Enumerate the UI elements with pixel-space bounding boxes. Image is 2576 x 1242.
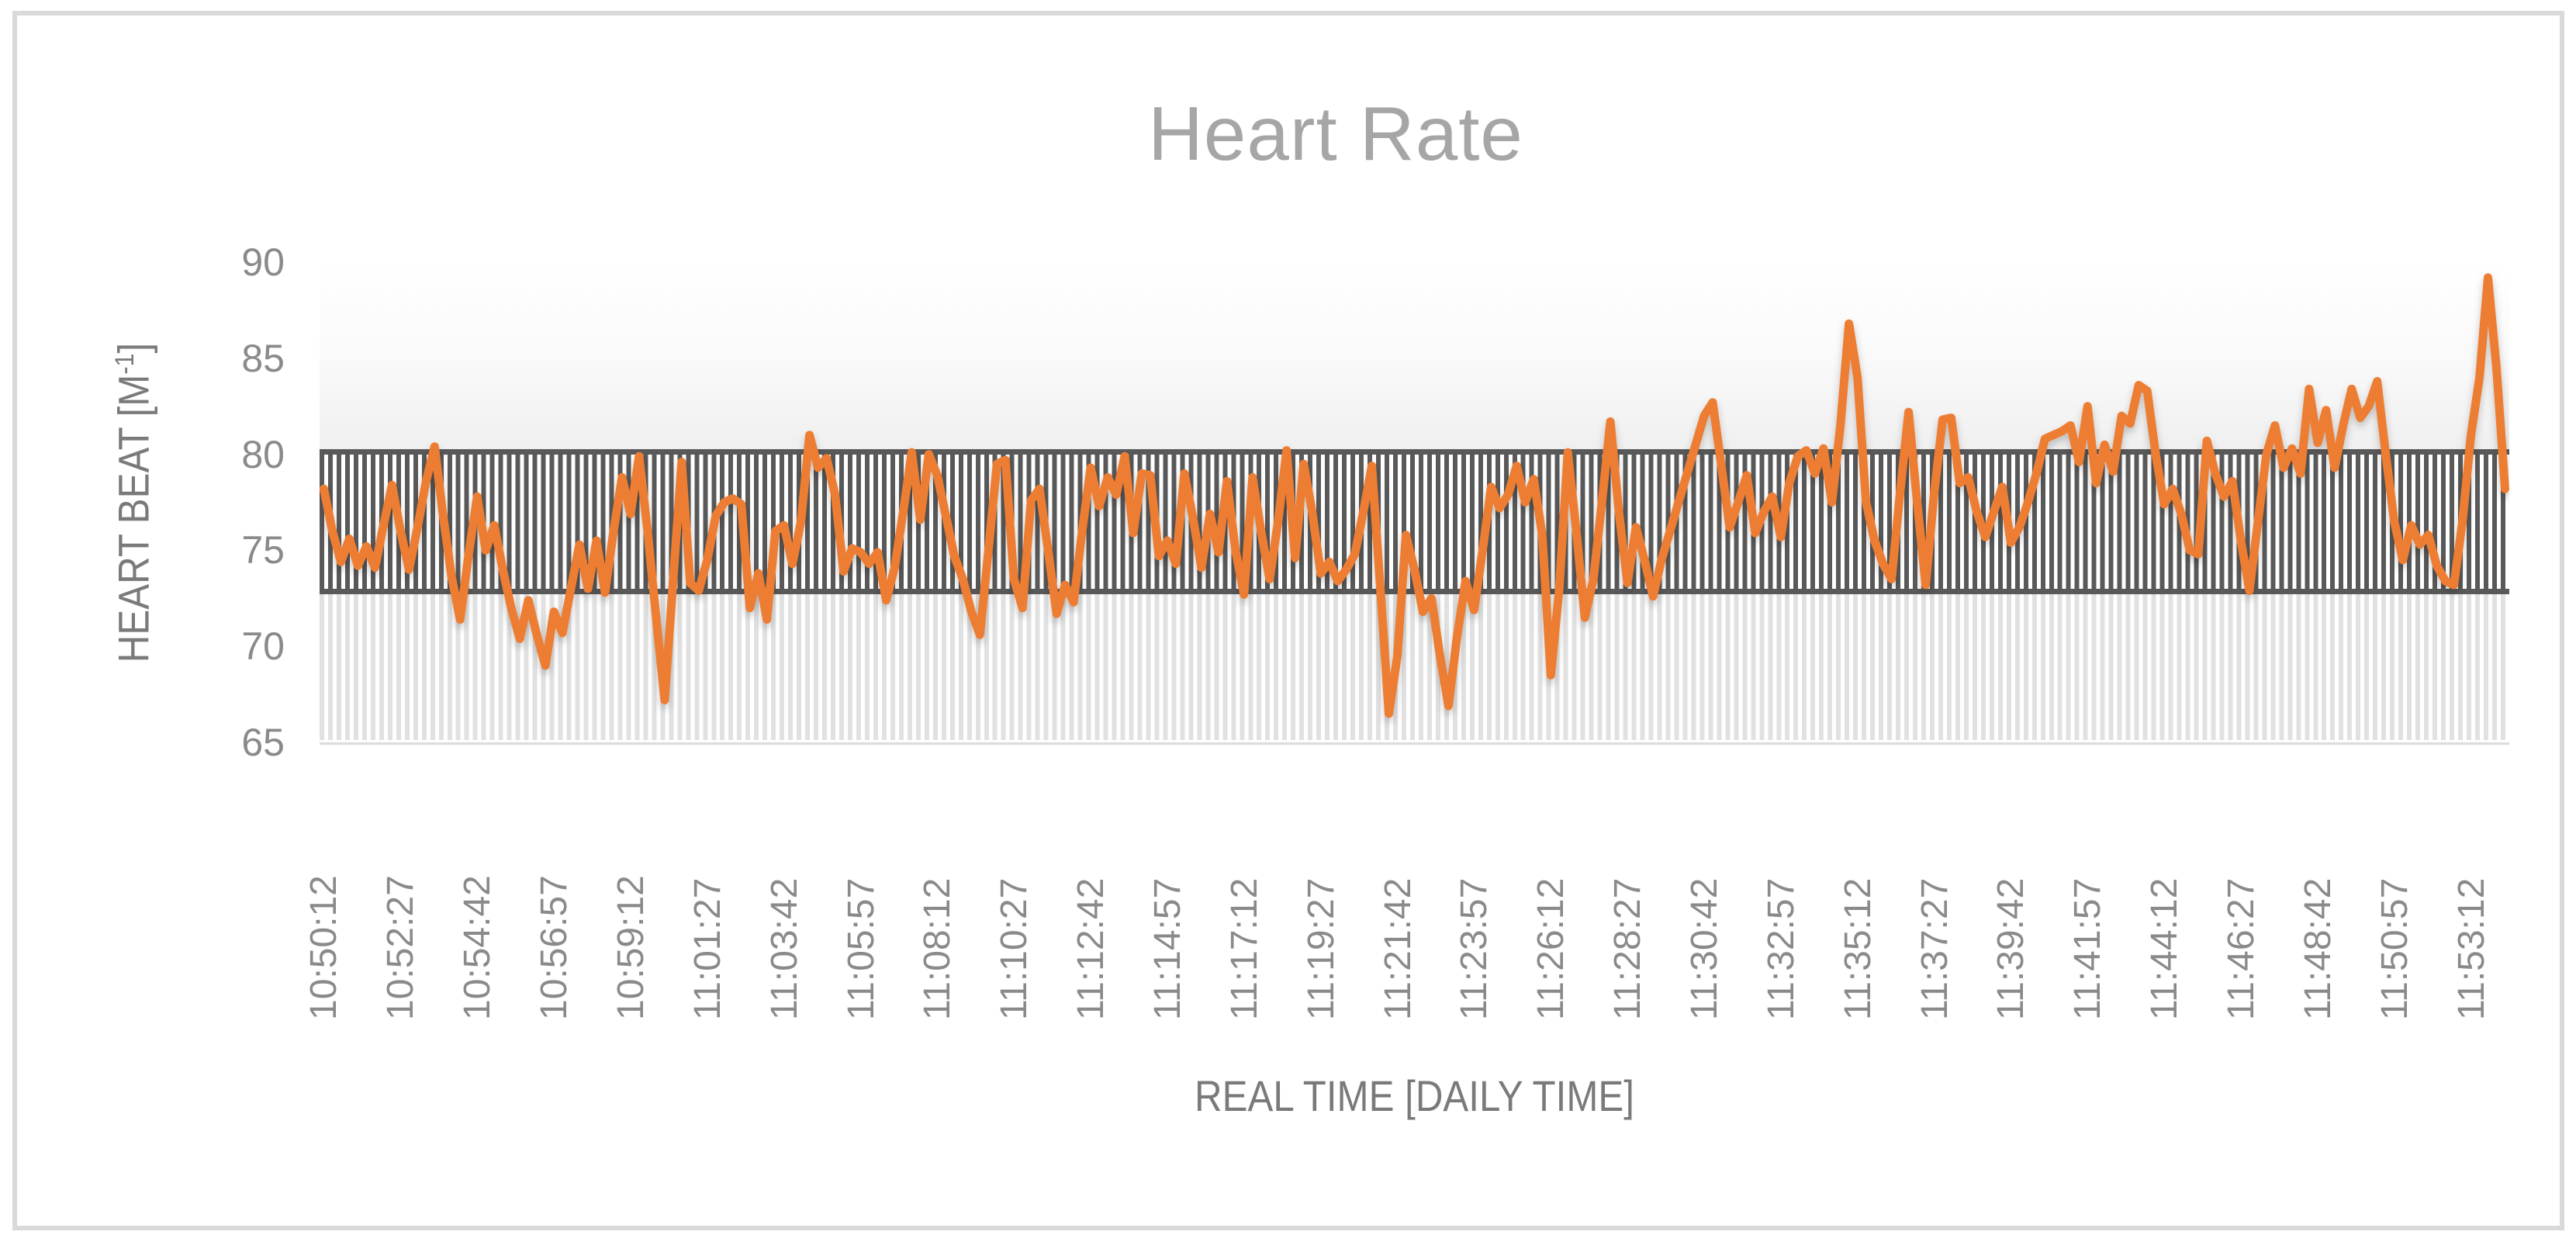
lower-zone-band (320, 593, 2509, 740)
x-tick-label: 11:05:57 (840, 877, 882, 1020)
heart-rate-polyline (320, 273, 2509, 718)
y-axis-title-superscript: -1 (109, 353, 140, 375)
chart-frame: Heart Rate HEART BEAT [M-1] 90 85 80 75 70 65… (12, 11, 2564, 1230)
x-tick-label: 10:52:27 (380, 875, 422, 1020)
x-tick-label: 11:39:42 (1990, 877, 2032, 1020)
y-tick-label: 65 (241, 721, 285, 764)
x-tick-label: 11:21:42 (1377, 877, 1419, 1020)
x-tick-label: 11:30:42 (1683, 877, 1725, 1020)
x-tick-label: 11:28:27 (1607, 877, 1649, 1020)
y-tick-label: 85 (241, 336, 285, 380)
x-tick-label: 11:44:12 (2144, 877, 2186, 1020)
y-tick-label: 80 (241, 432, 285, 476)
x-axis-title: REAL TIME [DAILY TIME] (1195, 1071, 1634, 1120)
x-tick-label: 10:59:12 (610, 875, 652, 1020)
x-tick-label: 11:19:27 (1300, 877, 1342, 1020)
x-tick-label: 10:50:12 (303, 875, 345, 1020)
plot-area (320, 262, 2509, 745)
x-tick-label: 11:08:12 (917, 877, 959, 1020)
x-tick-label: 10:54:42 (457, 875, 499, 1020)
y-tick-label: 70 (241, 624, 285, 669)
y-axis-title: HEART BEAT [M-1] (109, 343, 159, 663)
chart-title: Heart Rate (1148, 91, 1523, 176)
y-tick-label: 75 (241, 528, 285, 573)
x-tick-label: 11:03:42 (763, 877, 805, 1020)
x-tick-label: 11:26:12 (1530, 877, 1572, 1020)
x-tick-label: 11:46:27 (2220, 877, 2262, 1020)
x-tick-label: 11:53:12 (2450, 877, 2492, 1020)
upper-shade-area (320, 262, 2509, 455)
y-axis-title-bracket: ] (109, 342, 158, 354)
x-tick-label: 11:12:42 (1070, 877, 1112, 1020)
y-axis-title-text: HEART BEAT [M (109, 374, 158, 663)
x-tick-label: 11:17:12 (1223, 877, 1265, 1020)
x-tick-label: 11:01:27 (686, 877, 728, 1020)
heart-rate-line-series (320, 273, 2509, 718)
y-tick-label: 90 (241, 240, 285, 284)
x-tick-label: 11:37:27 (1914, 877, 1955, 1020)
x-tick-label: 11:10:27 (994, 877, 1036, 1020)
x-tick-label: 11:35:12 (1837, 877, 1879, 1020)
x-tick-label: 10:56:57 (534, 875, 576, 1020)
x-tick-label: 11:32:57 (1760, 877, 1802, 1020)
x-tick-label: 11:41:57 (2067, 877, 2109, 1020)
x-tick-label: 11:50:57 (2374, 877, 2415, 1020)
x-tick-label: 11:23:57 (1454, 877, 1495, 1020)
x-tick-label: 11:48:42 (2297, 877, 2339, 1020)
x-tick-label: 11:14:57 (1146, 877, 1188, 1020)
